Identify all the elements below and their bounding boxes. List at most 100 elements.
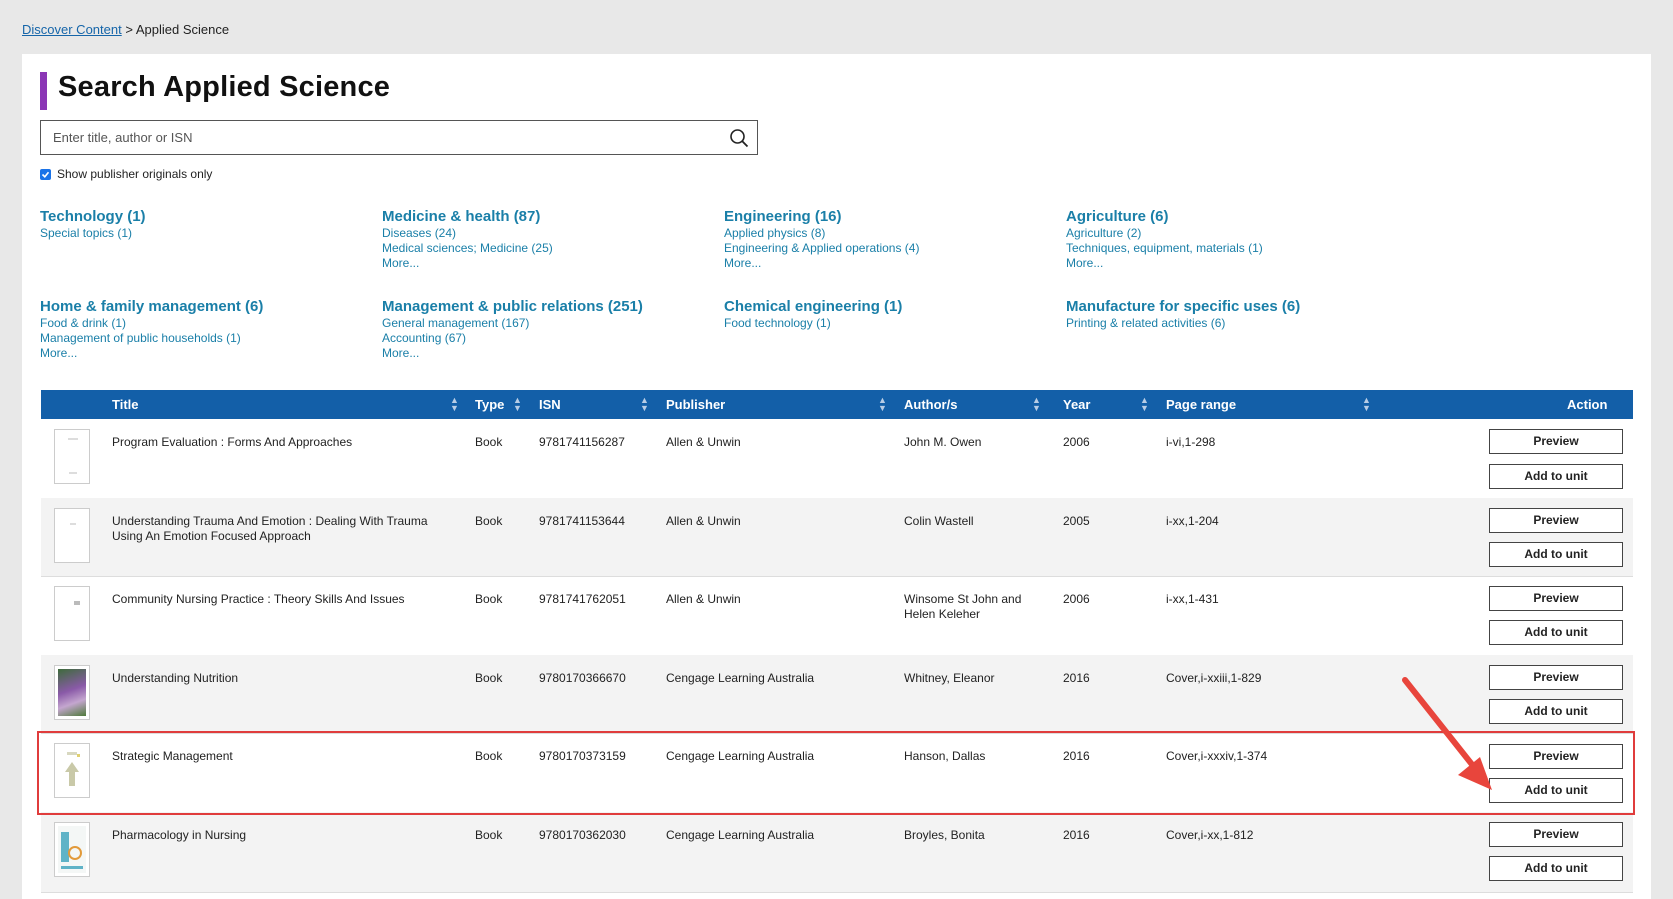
- category-sub[interactable]: Printing & related activities (6): [1066, 316, 1226, 330]
- book-publisher: Allen & Unwin: [666, 514, 741, 528]
- book-type: Book: [475, 671, 503, 685]
- book-type: Book: [475, 435, 503, 449]
- check-icon: [41, 171, 50, 178]
- category-sub[interactable]: Engineering & Applied operations (4): [724, 241, 920, 255]
- book-page-range: Cover,i-xx,1-812: [1166, 828, 1254, 842]
- book-isn: 9781741762051: [539, 592, 626, 606]
- add-to-unit-button[interactable]: Add to unit: [1489, 856, 1623, 881]
- book-title: Pharmacology in Nursing: [112, 828, 247, 842]
- book-year: 2006: [1063, 435, 1090, 449]
- book-cover-thumbnail[interactable]: [54, 586, 90, 641]
- add-to-unit-button[interactable]: Add to unit: [1489, 542, 1623, 567]
- category-title[interactable]: Manufacture for specific uses (6): [1066, 298, 1301, 315]
- preview-button[interactable]: Preview: [1489, 744, 1623, 769]
- preview-button[interactable]: Preview: [1489, 822, 1623, 847]
- book-title: Community Nursing Practice : Theory Skil…: [112, 592, 405, 606]
- category-sub[interactable]: Techniques, equipment, materials (1): [1066, 241, 1263, 255]
- book-cover-thumbnail[interactable]: [54, 743, 90, 798]
- book-publisher: Cengage Learning Australia: [666, 749, 815, 763]
- book-authors: Whitney, Eleanor: [904, 671, 995, 685]
- sort-icon[interactable]: ▲ ▼: [1140, 395, 1149, 413]
- category-title[interactable]: Technology (1): [40, 208, 146, 225]
- book-isn: 9781741153644: [539, 514, 625, 528]
- book-publisher: Allen & Unwin: [666, 592, 741, 606]
- book-cover-thumbnail[interactable]: [54, 665, 90, 720]
- category-technology: Technology (1) Special topics (1): [40, 208, 146, 241]
- book-title: Strategic Management: [112, 749, 233, 763]
- category-title[interactable]: Management & public relations (251): [382, 298, 643, 315]
- book-publisher: Cengage Learning Australia: [666, 828, 815, 842]
- publisher-originals-label: Show publisher originals only: [57, 167, 213, 181]
- book-year: 2016: [1063, 671, 1090, 685]
- content-panel: [22, 54, 1651, 899]
- column-header-authors[interactable]: Author/s: [904, 397, 958, 412]
- book-page-range: i-xx,1-431: [1166, 592, 1219, 606]
- results-table-header: Title ▲ ▼ Type ▲ ▼ ISN ▲ ▼ Publisher ▲ ▼ Aut…: [41, 390, 1633, 419]
- column-header-title[interactable]: Title: [112, 397, 139, 412]
- category-sub[interactable]: Agriculture (2): [1066, 226, 1142, 240]
- category-manufacture: Manufacture for specific uses (6) Printi…: [1066, 298, 1300, 331]
- preview-button[interactable]: Preview: [1489, 665, 1623, 690]
- category-sub[interactable]: Accounting (67): [382, 331, 467, 345]
- category-title[interactable]: Agriculture (6): [1066, 208, 1169, 225]
- table-row: Strategic Management Book 9780170373159 …: [41, 733, 1633, 813]
- sort-icon[interactable]: ▲ ▼: [878, 395, 887, 413]
- table-row: Understanding Nutrition Book 97801703666…: [41, 655, 1633, 734]
- search-box: [40, 120, 758, 155]
- book-page-range: i-xx,1-204: [1166, 514, 1219, 528]
- arrow-up-cover-icon: [65, 752, 80, 786]
- category-title[interactable]: Home & family management (6): [40, 298, 264, 315]
- table-row: Understanding Trauma And Emotion : Deali…: [41, 498, 1633, 577]
- category-sub[interactable]: Food technology (1): [724, 316, 831, 330]
- book-publisher: Cengage Learning Australia: [666, 671, 815, 685]
- sort-icon[interactable]: ▲ ▼: [513, 395, 522, 413]
- publisher-originals-checkbox[interactable]: [40, 168, 51, 180]
- breadcrumb: Discover Content > Applied Science: [22, 22, 229, 37]
- category-sub[interactable]: General management (167): [382, 316, 530, 330]
- category-more-link[interactable]: More...: [40, 346, 78, 360]
- column-header-year[interactable]: Year: [1063, 397, 1091, 412]
- category-management: Management & public relations (251) Gene…: [382, 298, 643, 361]
- category-title[interactable]: Medicine & health (87): [382, 208, 541, 225]
- add-to-unit-button[interactable]: Add to unit: [1489, 699, 1623, 724]
- sort-icon[interactable]: ▲ ▼: [1032, 395, 1041, 413]
- search-input[interactable]: [51, 129, 715, 146]
- category-sub[interactable]: Diseases (24): [382, 226, 457, 240]
- preview-button[interactable]: Preview: [1489, 586, 1623, 611]
- sort-icon[interactable]: ▲ ▼: [640, 395, 649, 413]
- book-year: 2016: [1063, 749, 1090, 763]
- category-sub[interactable]: Special topics (1): [40, 226, 133, 240]
- search-icon[interactable]: [729, 128, 749, 148]
- category-sub[interactable]: Medical sciences; Medicine (25): [382, 241, 553, 255]
- add-to-unit-button[interactable]: Add to unit: [1489, 620, 1623, 645]
- book-page-range: i-vi,1-298: [1166, 435, 1216, 449]
- column-header-isn[interactable]: ISN: [539, 397, 561, 412]
- column-header-publisher[interactable]: Publisher: [666, 397, 726, 412]
- sort-icon[interactable]: ▲ ▼: [450, 395, 459, 413]
- category-sub[interactable]: Management of public households (1): [40, 331, 241, 345]
- add-to-unit-button[interactable]: Add to unit: [1489, 778, 1623, 803]
- preview-button[interactable]: Preview: [1489, 429, 1623, 454]
- add-to-unit-button[interactable]: Add to unit: [1489, 464, 1623, 489]
- category-more-link[interactable]: More...: [382, 256, 420, 270]
- category-sub[interactable]: Food & drink (1): [40, 316, 127, 330]
- title-accent-bar: [40, 72, 47, 110]
- breadcrumb-link-discover[interactable]: Discover Content: [22, 22, 122, 37]
- column-header-page-range[interactable]: Page range: [1166, 397, 1237, 412]
- category-sub[interactable]: Applied physics (8): [724, 226, 826, 240]
- book-cover-thumbnail[interactable]: [54, 429, 90, 484]
- category-medicine-health: Medicine & health (87) Diseases (24) Med…: [382, 208, 553, 271]
- book-cover-thumbnail[interactable]: [54, 508, 90, 563]
- category-more-link[interactable]: More...: [724, 256, 762, 270]
- book-authors: John M. Owen: [904, 435, 982, 449]
- book-cover-thumbnail[interactable]: [54, 822, 90, 877]
- column-header-type[interactable]: Type: [475, 397, 505, 412]
- category-more-link[interactable]: More...: [382, 346, 420, 360]
- category-more-link[interactable]: More...: [1066, 256, 1104, 270]
- book-year: 2005: [1063, 514, 1090, 528]
- preview-button[interactable]: Preview: [1489, 508, 1623, 533]
- sort-icon[interactable]: ▲ ▼: [1362, 395, 1371, 413]
- category-title[interactable]: Chemical engineering (1): [724, 298, 903, 315]
- category-title[interactable]: Engineering (16): [724, 208, 842, 225]
- book-type: Book: [475, 514, 503, 528]
